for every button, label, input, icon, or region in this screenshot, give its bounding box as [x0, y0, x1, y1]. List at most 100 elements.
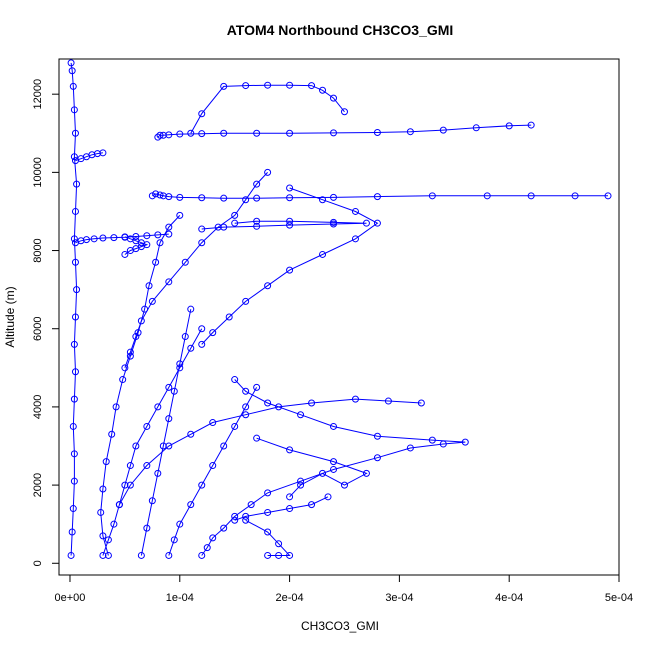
y-tick-label: 4000 — [32, 395, 44, 419]
data-point — [286, 129, 294, 137]
data-point — [132, 442, 140, 450]
data-point — [121, 250, 129, 258]
data-point — [472, 124, 480, 132]
series-profile — [71, 230, 173, 247]
data-point — [264, 551, 272, 559]
data-point — [286, 493, 294, 501]
data-point — [165, 383, 173, 391]
data-point — [428, 436, 436, 444]
data-point — [571, 192, 579, 200]
data-point — [264, 81, 272, 89]
data-point — [220, 524, 228, 532]
data-point — [68, 528, 76, 536]
y-tick-label: 2000 — [32, 473, 44, 497]
data-point — [242, 516, 250, 524]
data-point — [330, 422, 338, 430]
data-point — [231, 376, 239, 384]
data-point — [71, 258, 79, 266]
data-point — [319, 86, 327, 94]
series-profile — [198, 376, 469, 559]
data-point — [70, 235, 78, 243]
data-point — [198, 551, 206, 559]
data-point — [483, 192, 491, 200]
data-point — [159, 442, 167, 450]
series-line — [245, 519, 291, 556]
data-point — [373, 454, 381, 462]
data-point — [121, 481, 129, 489]
data-point — [126, 348, 134, 356]
series-profile — [67, 59, 81, 559]
data-point — [71, 368, 79, 376]
series-profile — [121, 168, 272, 372]
data-point — [99, 485, 107, 493]
y-tick-label: 8000 — [32, 238, 44, 262]
series-profile — [253, 434, 370, 501]
y-axis: 0 2000 4000 6000 8000 10000 12000 — [32, 79, 60, 566]
data-point — [231, 219, 239, 227]
data-point — [242, 403, 250, 411]
data-point — [231, 422, 239, 430]
data-point — [253, 194, 261, 202]
data-point — [209, 462, 217, 470]
data-point — [165, 442, 173, 450]
series-profile — [242, 516, 294, 559]
data-point — [275, 540, 283, 548]
data-point — [324, 493, 332, 501]
series-line — [100, 215, 181, 556]
data-point — [198, 130, 206, 138]
data-point — [170, 536, 178, 544]
data-point — [126, 481, 134, 489]
data-point — [286, 221, 294, 229]
data-point — [165, 230, 173, 238]
data-point — [187, 305, 195, 313]
series-line — [201, 379, 466, 556]
data-point — [70, 450, 78, 458]
data-point — [362, 219, 370, 227]
data-point — [187, 129, 195, 137]
data-point — [220, 82, 228, 90]
data-point — [242, 411, 250, 419]
data-point — [110, 520, 118, 528]
data-point — [154, 403, 162, 411]
data-point — [154, 231, 162, 239]
data-point — [209, 419, 217, 427]
data-point — [82, 236, 90, 244]
data-point — [126, 462, 134, 470]
data-point — [97, 508, 105, 516]
data-point — [156, 239, 164, 247]
data-point — [351, 207, 359, 215]
data-point — [143, 524, 151, 532]
data-point — [121, 364, 129, 372]
data-point — [505, 122, 513, 130]
data-point — [143, 232, 151, 240]
data-point — [220, 194, 228, 202]
data-point — [286, 551, 294, 559]
data-point — [373, 432, 381, 440]
data-point — [104, 536, 112, 544]
data-point — [286, 505, 294, 513]
data-point — [340, 108, 348, 116]
series-line — [124, 236, 149, 255]
chart-title: ATOM4 Northbound CH3CO3_GMI — [227, 22, 454, 38]
data-point — [253, 383, 261, 391]
y-axis-label: Altitude (m) — [3, 286, 17, 347]
data-point — [90, 235, 98, 243]
data-point — [264, 282, 272, 290]
data-point — [181, 333, 189, 341]
data-point — [253, 434, 261, 442]
series-profile — [137, 305, 195, 559]
x-tick-label: 0e+00 — [55, 592, 86, 604]
data-point — [330, 94, 338, 102]
data-point — [104, 551, 112, 559]
data-point — [308, 399, 316, 407]
series-profile — [165, 383, 261, 559]
data-point — [148, 297, 156, 305]
data-point — [297, 477, 305, 485]
data-point — [165, 131, 173, 139]
data-point — [165, 193, 173, 201]
data-point — [351, 235, 359, 243]
x-tick-label: 2e-04 — [276, 592, 304, 604]
data-point — [286, 184, 294, 192]
series-profile — [187, 81, 348, 137]
